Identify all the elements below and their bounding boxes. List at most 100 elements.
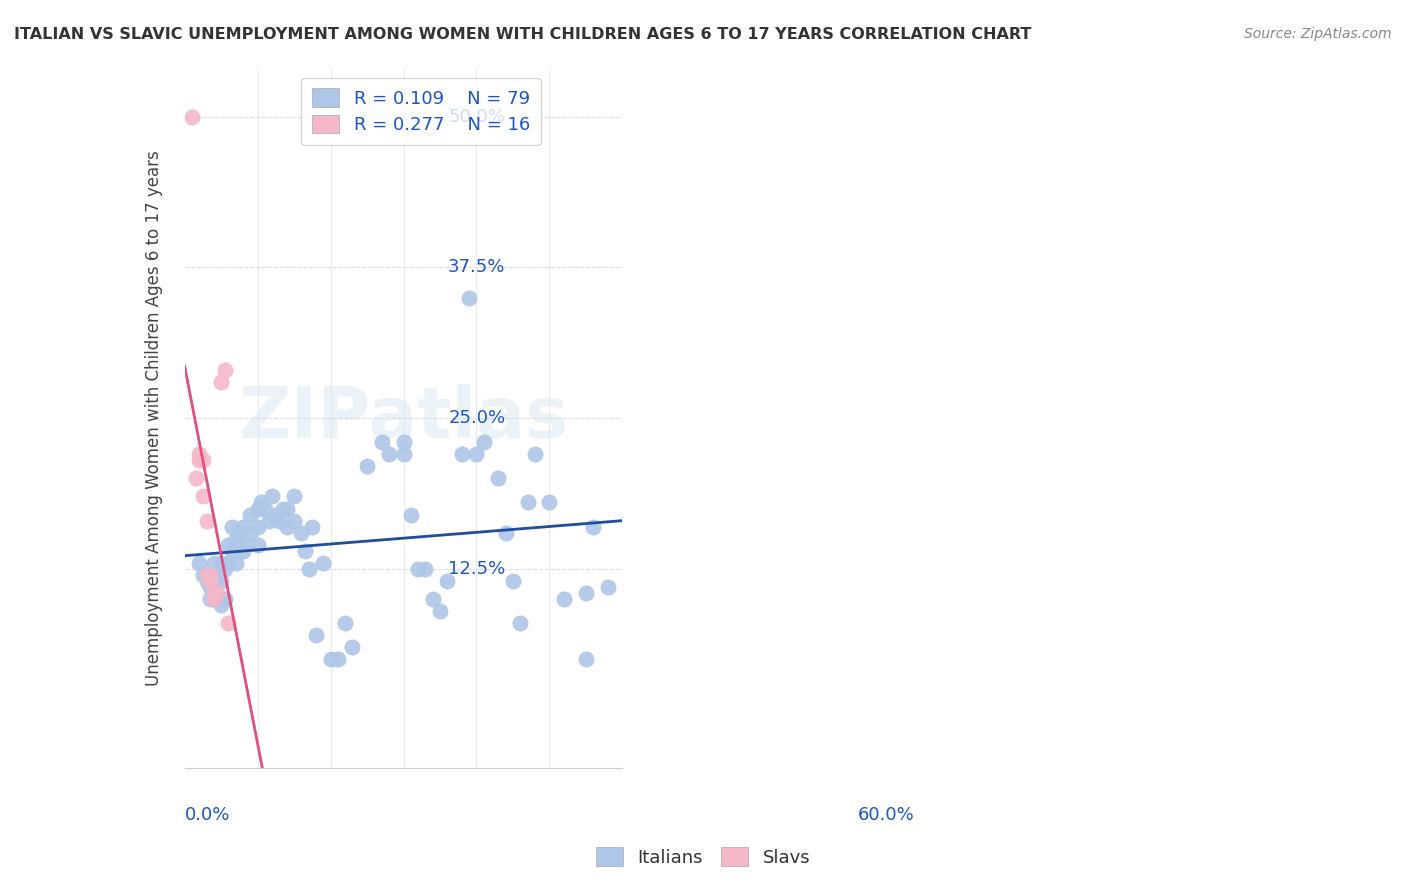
Point [217,538,239,552]
Point [276,519,298,533]
Point [422,591,444,606]
Point [415,562,437,576]
Point [214,562,236,576]
Legend: R = 0.109    N = 79, R = 0.277    N = 16: R = 0.109 N = 79, R = 0.277 N = 16 [301,78,541,145]
Point [406,562,429,576]
Text: 25.0%: 25.0% [449,409,505,427]
Point [276,501,298,516]
Point [370,435,392,450]
Point [399,508,422,522]
Point [188,447,211,461]
Point [486,471,509,485]
Text: 60.0%: 60.0% [858,806,914,824]
Point [516,495,538,509]
Point [246,501,269,516]
Text: Source: ZipAtlas.com: Source: ZipAtlas.com [1244,27,1392,41]
Point [221,543,243,558]
Point [198,580,221,594]
Point [458,291,481,305]
Point [202,591,225,606]
Point [209,375,232,389]
Point [392,435,415,450]
Text: ZIPatlas: ZIPatlas [239,384,568,452]
Point [191,567,214,582]
Point [235,538,257,552]
Point [207,586,229,600]
Point [209,598,232,612]
Point [214,591,236,606]
Point [553,591,575,606]
Point [378,447,401,461]
Point [225,556,247,570]
Point [451,447,474,461]
Point [495,525,517,540]
Point [342,640,364,655]
Point [290,525,312,540]
Point [221,519,243,533]
Point [429,604,451,618]
Point [253,501,276,516]
Point [217,556,239,570]
Point [188,453,211,467]
Point [436,574,458,588]
Point [239,525,262,540]
Text: 0.0%: 0.0% [184,806,231,824]
Point [319,652,342,666]
Point [333,615,356,630]
Point [538,495,561,509]
Text: 50.0%: 50.0% [449,108,505,126]
Point [195,574,218,588]
Point [326,652,349,666]
Point [195,514,218,528]
Point [271,501,294,516]
Point [228,525,250,540]
Point [575,586,598,600]
Point [305,628,328,642]
Point [502,574,524,588]
Point [269,514,291,528]
Point [198,591,221,606]
Point [198,574,221,588]
Point [283,514,305,528]
Point [356,459,378,474]
Point [246,519,269,533]
Point [191,490,214,504]
Point [392,447,415,461]
Point [184,471,207,485]
Point [298,562,321,576]
Point [246,538,269,552]
Point [207,591,229,606]
Point [582,519,605,533]
Point [195,567,218,582]
Point [596,580,619,594]
Point [509,615,531,630]
Point [239,508,262,522]
Point [250,495,273,509]
Point [209,556,232,570]
Point [472,435,495,450]
Point [312,556,335,570]
Point [188,556,211,570]
Point [232,543,254,558]
Point [202,591,225,606]
Point [294,543,316,558]
Point [181,110,204,124]
Legend: Italians, Slavs: Italians, Slavs [589,840,817,874]
Point [202,556,225,570]
Point [523,447,546,461]
Point [214,363,236,377]
Point [202,586,225,600]
Point [575,652,598,666]
Point [283,490,305,504]
Text: Unemployment Among Women with Children Ages 6 to 17 years: Unemployment Among Women with Children A… [145,150,163,686]
Point [232,519,254,533]
Text: ITALIAN VS SLAVIC UNEMPLOYMENT AMONG WOMEN WITH CHILDREN AGES 6 TO 17 YEARS CORR: ITALIAN VS SLAVIC UNEMPLOYMENT AMONG WOM… [14,27,1032,42]
Text: 12.5%: 12.5% [449,560,505,578]
Point [257,514,280,528]
Point [262,490,284,504]
Point [191,453,214,467]
Point [202,574,225,588]
Text: 37.5%: 37.5% [449,259,506,277]
Point [264,508,287,522]
Point [217,615,239,630]
